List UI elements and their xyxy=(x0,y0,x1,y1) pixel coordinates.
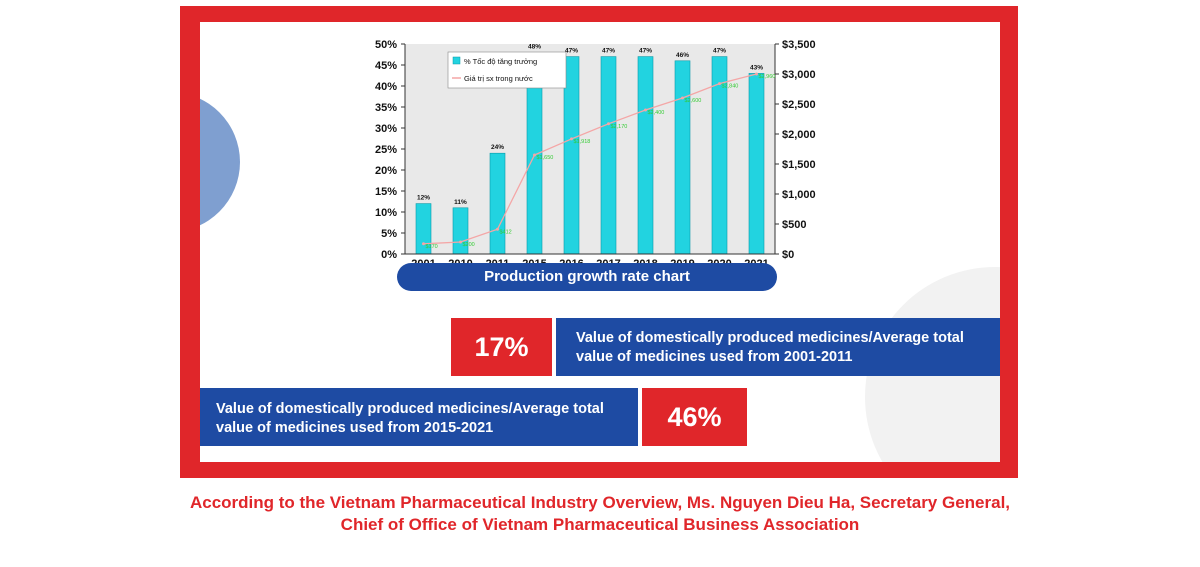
chart-caption: Production growth rate chart xyxy=(397,263,777,291)
bar-value-label: 47% xyxy=(639,48,652,55)
line-value-label: $1,918 xyxy=(574,139,591,145)
line-data-labels: $170 $200 $412 $1,650 $1,918 $2,170 $2,400 $2,6… xyxy=(426,74,776,250)
x-tick-label: 2017 xyxy=(596,258,620,266)
bar-value-label: 48% xyxy=(528,43,541,50)
x-tick-label: 2001 xyxy=(411,258,435,266)
left-tick-label: 25% xyxy=(375,144,397,156)
bar-value-label: 47% xyxy=(602,48,615,55)
line-value-label: $2,600 xyxy=(685,98,702,104)
x-axis: 2001 2010 2011 2015 2016 2017 2018 2019 2020 2021 xyxy=(405,253,775,266)
bar-2019 xyxy=(674,60,691,255)
legend-line-label: Giá trị sx trong nước xyxy=(464,74,533,83)
source-credit-line-1: According to the Vietnam Pharmaceutical … xyxy=(189,493,1011,512)
line-path xyxy=(423,73,757,245)
stat-value-2015-2021: 46% xyxy=(642,388,747,446)
stat-value-2001-2011: 17% xyxy=(451,318,552,376)
line-point-2015 xyxy=(533,153,536,157)
content-panel: 0% 5% 10% 15% 20% 25% 30% 35% 40% 45% 50% $0 $500 $1… xyxy=(200,22,1000,462)
line-series xyxy=(422,72,758,246)
stat-description-2015-2021: Value of domestically produced medicines… xyxy=(200,388,638,446)
chart-legend: % Tốc độ tăng trưởng Giá trị sx trong nướ… xyxy=(447,51,567,89)
right-tick-label: $1,000 xyxy=(782,189,816,201)
line-value-label: $200 xyxy=(463,242,475,248)
x-tick-label: 2019 xyxy=(670,258,694,266)
line-point-2010 xyxy=(459,240,462,244)
right-tick-label: $1,500 xyxy=(782,159,816,171)
line-value-label: $412 xyxy=(500,229,512,235)
left-tick-label: 40% xyxy=(375,81,397,93)
x-tick-label: 2018 xyxy=(633,258,657,266)
line-point-2021 xyxy=(755,72,758,76)
line-point-2020 xyxy=(718,82,721,86)
line-value-label: $170 xyxy=(426,244,438,250)
left-tick-label: 30% xyxy=(375,123,397,135)
right-tick-label: $2,500 xyxy=(782,99,816,111)
x-tick-label: 2011 xyxy=(486,258,510,266)
left-axis: 0% 5% 10% 15% 20% 25% 30% 35% 40% 45% 50% xyxy=(375,39,406,261)
bar-value-label: 47% xyxy=(565,48,578,55)
left-tick-label: 35% xyxy=(375,102,397,114)
left-tick-label: 15% xyxy=(375,186,397,198)
line-point-2016 xyxy=(570,137,573,141)
bar-value-label: 43% xyxy=(750,64,763,71)
production-growth-chart: 0% 5% 10% 15% 20% 25% 30% 35% 40% 45% 50% $0 $500 $1… xyxy=(375,39,816,266)
right-tick-label: $3,000 xyxy=(782,69,816,81)
source-credit: According to the Vietnam Pharmaceutical … xyxy=(0,492,1200,536)
x-tick-label: 2010 xyxy=(448,258,472,266)
bar-data-labels: 12% 11% 24% 48% 47% 47% 47% 46% 47% 43% xyxy=(417,43,763,205)
line-point-2001 xyxy=(422,242,425,246)
bar-value-label: 24% xyxy=(491,144,504,151)
line-value-label: $2,960 xyxy=(759,74,776,80)
left-tick-label: 10% xyxy=(375,207,397,219)
bar-value-label: 46% xyxy=(676,52,689,59)
bar-value-label: 12% xyxy=(417,195,430,202)
x-tick-label: 2015 xyxy=(522,258,546,266)
right-tick-label: $0 xyxy=(782,249,794,261)
right-tick-label: $3,500 xyxy=(782,39,816,51)
left-tick-label: 20% xyxy=(375,165,397,177)
line-point-2018 xyxy=(644,108,647,112)
left-tick-label: 45% xyxy=(375,60,397,72)
x-tick-label: 2016 xyxy=(559,258,583,266)
legend-box xyxy=(447,51,567,89)
legend-bar-label: % Tốc độ tăng trưởng xyxy=(464,57,537,66)
bar-series xyxy=(415,52,765,255)
bar-2018 xyxy=(637,56,654,255)
bar-value-label: 47% xyxy=(713,48,726,55)
line-value-label: $2,170 xyxy=(611,124,628,130)
right-tick-label: $500 xyxy=(782,219,806,231)
left-tick-label: 5% xyxy=(381,228,397,240)
right-axis: $0 $500 $1,000 $1,500 $2,000 $2,500 $3,000 $3,5… xyxy=(774,39,816,261)
line-value-label: $2,400 xyxy=(648,110,665,116)
decorative-blue-circle xyxy=(200,92,240,232)
left-tick-label: 50% xyxy=(375,39,397,51)
bar-value-label: 11% xyxy=(454,199,467,206)
line-value-label: $2,840 xyxy=(722,84,739,90)
x-tick-label: 2020 xyxy=(707,258,731,266)
legend-bar-swatch xyxy=(452,56,461,65)
bar-2021 xyxy=(748,73,765,255)
bar-2017 xyxy=(600,56,617,255)
line-point-2017 xyxy=(607,122,610,126)
source-credit-line-2: Chief of Office of Vietnam Pharmaceutica… xyxy=(340,515,860,534)
bar-2011 xyxy=(489,152,506,255)
line-point-2019 xyxy=(681,96,684,100)
line-value-label: $1,650 xyxy=(537,155,554,161)
stat-description-2001-2011: Value of domestically produced medicines… xyxy=(556,318,1000,376)
line-point-2011 xyxy=(496,227,499,231)
right-tick-label: $2,000 xyxy=(782,129,816,141)
x-tick-label: 2021 xyxy=(744,258,768,266)
left-tick-label: 0% xyxy=(381,249,397,261)
